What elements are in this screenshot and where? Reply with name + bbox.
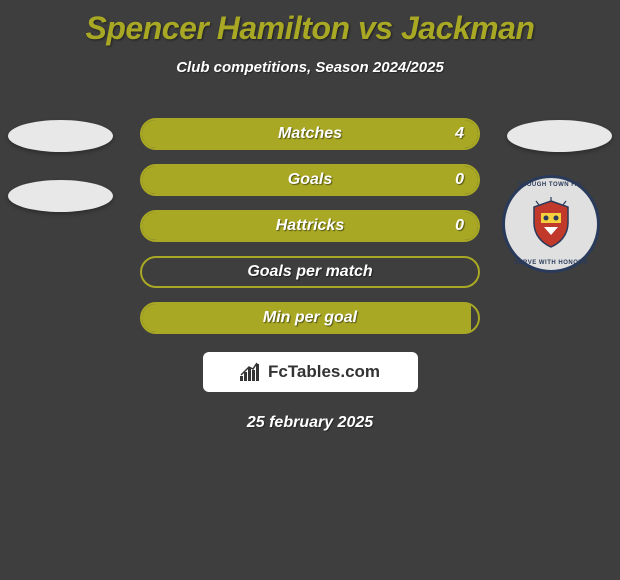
stat-label: Min per goal xyxy=(263,309,357,327)
stat-value: 4 xyxy=(455,125,464,143)
club-badge: SLOUGH TOWN F.C. SERVE WITH HONOUR xyxy=(502,175,600,273)
stat-label: Goals per match xyxy=(247,263,372,281)
stat-bar: Matches 4 xyxy=(140,118,480,150)
left-player-placeholders xyxy=(8,120,113,212)
right-player-oval xyxy=(507,120,612,152)
club-badge-ring: SLOUGH TOWN F.C. SERVE WITH HONOUR xyxy=(502,175,600,273)
bar-chart-icon xyxy=(240,362,262,382)
stat-bar: Min per goal xyxy=(140,302,480,334)
left-player-oval xyxy=(8,180,113,212)
stat-value: 0 xyxy=(455,171,464,189)
stat-label: Hattricks xyxy=(276,217,344,235)
badge-bottom-text: SERVE WITH HONOUR xyxy=(514,260,588,266)
stat-label: Goals xyxy=(288,171,332,189)
stat-bar: Goals 0 xyxy=(140,164,480,196)
left-player-oval xyxy=(8,120,113,152)
comparison-title: Spencer Hamilton vs Jackman xyxy=(0,0,620,47)
stat-bar: Goals per match xyxy=(140,256,480,288)
comparison-subtitle: Club competitions, Season 2024/2025 xyxy=(0,59,620,76)
comparison-date: 25 february 2025 xyxy=(0,414,620,432)
stat-bar: Hattricks 0 xyxy=(140,210,480,242)
fctables-label: FcTables.com xyxy=(268,362,380,382)
club-crest-icon xyxy=(522,195,580,253)
badge-top-text: SLOUGH TOWN F.C. xyxy=(518,182,584,188)
stat-value: 0 xyxy=(455,217,464,235)
stat-label: Matches xyxy=(278,125,342,143)
fctables-watermark: FcTables.com xyxy=(203,352,418,392)
right-player-placeholder xyxy=(507,120,612,152)
